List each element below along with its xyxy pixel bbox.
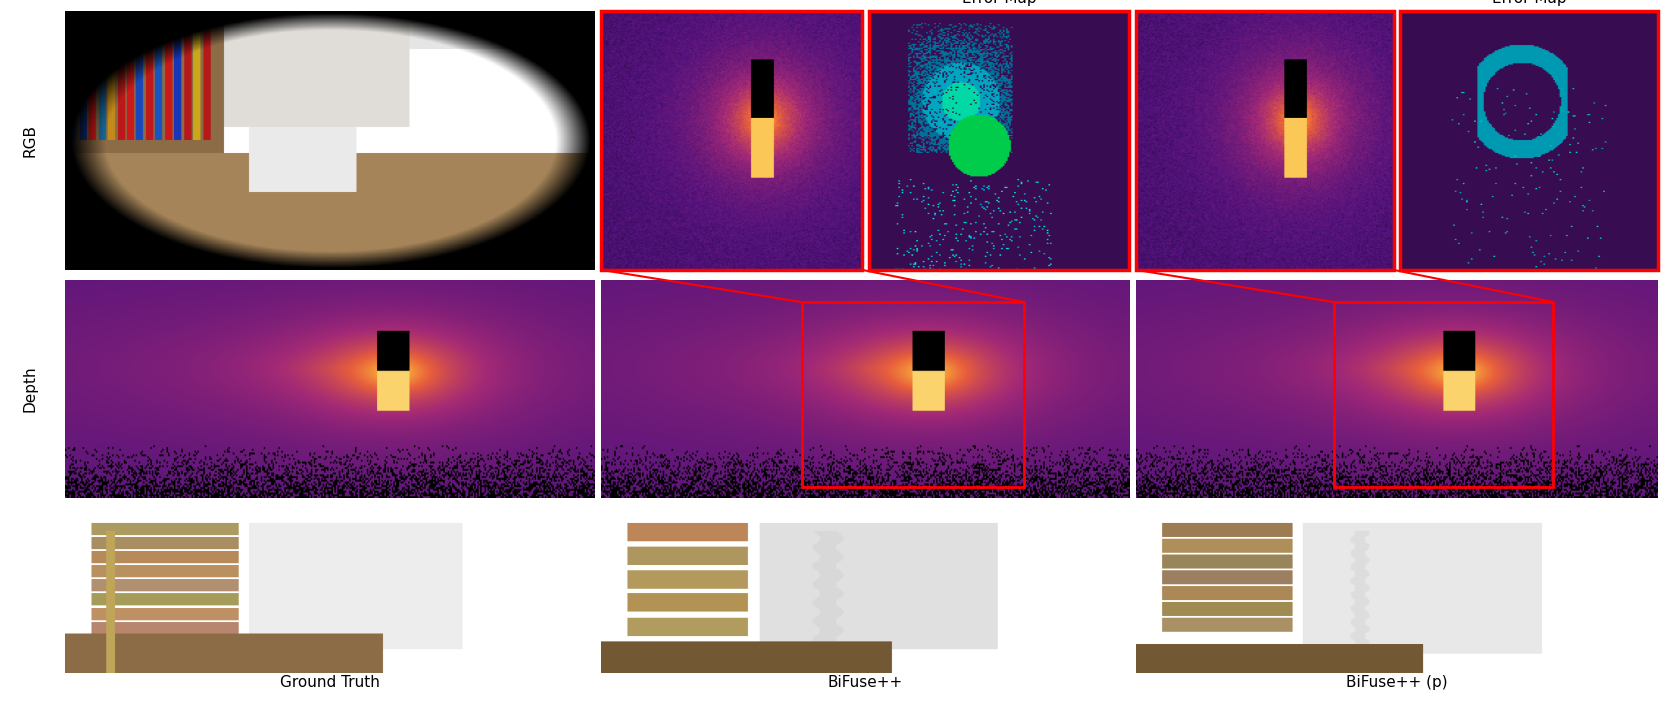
Text: RGB: RGB [22,123,38,157]
Text: BiFuse++ (p): BiFuse++ (p) [1345,676,1448,690]
Text: Error Map: Error Map [1492,0,1566,6]
Text: Ground Truth: Ground Truth [279,676,380,690]
Bar [802,302,1023,486]
Text: BiFuse++: BiFuse++ [827,676,904,690]
Bar [1334,302,1553,486]
Text: Error Map: Error Map [962,0,1036,6]
Text: Depth: Depth [22,366,38,412]
